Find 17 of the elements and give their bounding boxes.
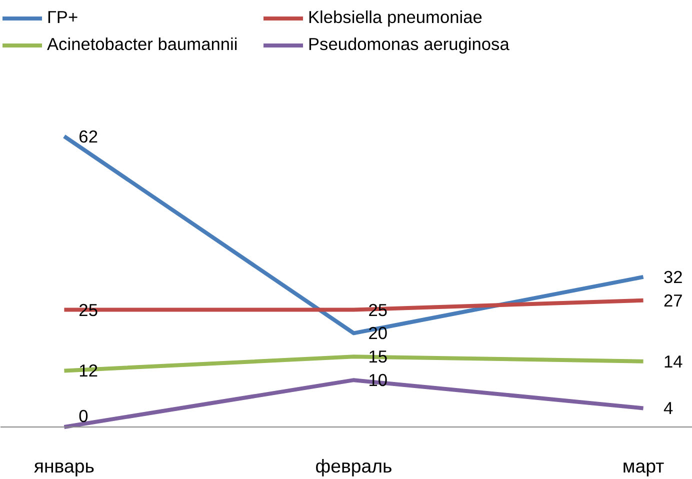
data-label: 4: [664, 398, 674, 418]
data-label: 10: [368, 370, 388, 390]
legend-label: ГР+: [47, 7, 80, 28]
x-tick-label: январь: [34, 456, 94, 476]
data-label: 27: [664, 290, 683, 310]
data-label: 25: [78, 300, 98, 320]
data-label: 25: [368, 300, 388, 320]
data-label: 62: [78, 126, 98, 146]
x-tick-label: февраль: [315, 456, 392, 476]
x-tick-label: март: [622, 456, 665, 476]
legend-label: Klebsiella pneumoniae: [308, 7, 484, 28]
data-label: 14: [664, 351, 684, 372]
data-label: 0: [78, 406, 88, 426]
data-label: 12: [78, 360, 98, 381]
legend-label: Acinetobacter baumannii: [47, 34, 239, 55]
legend-label: Pseudomonas aeruginosa: [308, 34, 510, 55]
data-label: 32: [664, 266, 683, 287]
